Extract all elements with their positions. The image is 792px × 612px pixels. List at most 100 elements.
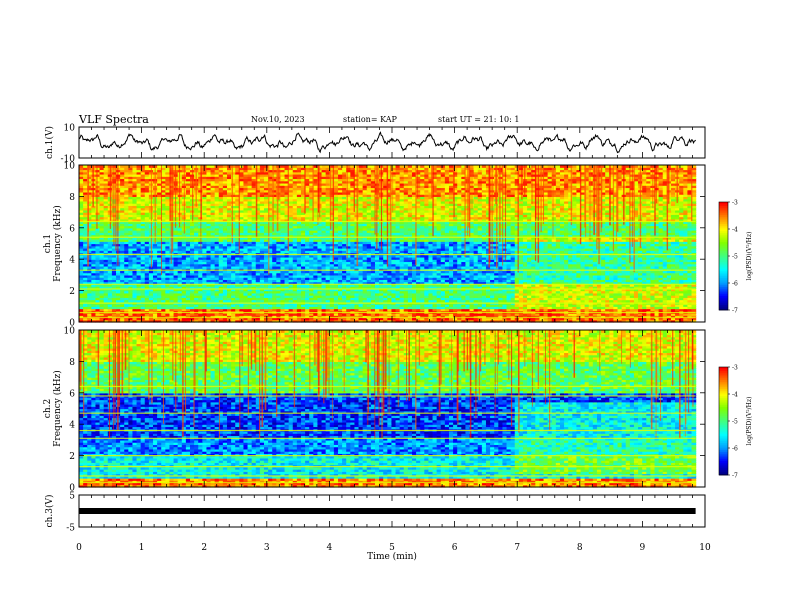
- ch1-spectrogram-cell: [572, 304, 577, 307]
- ch1-spectrogram-cell: [354, 317, 360, 321]
- ch1-spectrogram-cell: [407, 317, 413, 321]
- ch1-spectrogram-cell: [325, 304, 331, 307]
- ch1-spectrogram-cell: [601, 308, 606, 312]
- ch1-spectrogram-cell: [185, 306, 191, 310]
- ch1-spectrogram-cell: [485, 304, 491, 307]
- ch1-spectrogram-cell: [120, 317, 125, 321]
- ch1-spectrogram-cell: [136, 313, 142, 316]
- ch1-spectrogram-cell: [296, 308, 302, 312]
- ch1-spectrogram-cell: [321, 299, 327, 303]
- ch1-spectrogram-cell: [280, 319, 286, 323]
- ch1-spectrogram-cell: [477, 308, 483, 312]
- ch1-spectrogram-cell: [194, 299, 199, 303]
- ch1-spectrogram-cell: [91, 299, 97, 303]
- ch1-spectrogram-cell: [140, 319, 146, 323]
- ch1-spectrogram-cell: [576, 317, 582, 321]
- ch1-spectrogram-cell: [490, 304, 495, 307]
- ch1-spectrogram-cell: [666, 306, 672, 310]
- ch1-spectrogram-cell: [687, 306, 693, 310]
- ch1-spectrogram-cell: [202, 319, 208, 323]
- ch1-spectrogram-cell: [177, 308, 183, 312]
- ch1-spectrogram-cell: [485, 299, 491, 303]
- ch1-spectrogram-cell: [687, 308, 693, 312]
- ch1-spectrogram-cell: [358, 308, 364, 312]
- ch1-spectrogram-cell: [576, 299, 582, 303]
- ch1-spectrogram-cell: [592, 313, 598, 316]
- ch1-spectrogram-cell: [305, 308, 310, 312]
- ch1-spectrogram-cell: [572, 299, 577, 303]
- ch1-spectrogram-cell: [683, 313, 688, 316]
- ch1-spectrogram-cell: [564, 308, 569, 312]
- ch1-spectrogram-cell: [432, 319, 438, 323]
- ch1-spectrogram-cell: [424, 317, 430, 321]
- ch1-spectrogram-cell: [601, 304, 606, 307]
- ch1-spectrogram-cell: [498, 306, 503, 310]
- ch1-spectrogram-cell: [83, 306, 88, 310]
- ch1-spectrogram-cell: [551, 304, 557, 307]
- ch1-spectrogram-cell: [646, 306, 651, 310]
- ch1-spectrogram-cell: [370, 306, 376, 310]
- ch1-spectrogram-cell: [407, 313, 413, 316]
- ch1-spectrogram-cell: [206, 308, 212, 312]
- ch1-spectrogram-cell: [370, 317, 376, 321]
- ch1-spectrogram-cell: [374, 306, 380, 310]
- ch1-spectrogram-cell: [679, 306, 684, 310]
- ch1-spectrogram-cell: [379, 313, 384, 316]
- ch1-spectrogram-cell: [551, 299, 557, 303]
- ch1-spectrogram-cell: [646, 319, 651, 323]
- ch1-spectrogram-cell: [370, 319, 376, 323]
- ch1-spectrogram-cell: [329, 319, 335, 323]
- ch1-spectrogram-cell: [313, 304, 319, 307]
- ch1-waveform-line: [78, 131, 697, 154]
- ch1-spectrogram-cell: [584, 299, 590, 303]
- ch1-spectrogram-cell: [292, 306, 298, 310]
- ch1-spectrogram-cell: [120, 319, 125, 323]
- ch1-spectrogram-cell: [292, 317, 298, 321]
- ch1-spectrogram-cell: [136, 308, 142, 312]
- ch1-spectrogram-cell: [481, 319, 487, 323]
- ch1-spectrogram-cell: [235, 319, 240, 323]
- ch1-spectrogram-cell: [317, 313, 323, 316]
- ch1-spectrogram-cell: [210, 319, 216, 323]
- ch1-spectrogram-cell: [543, 317, 549, 321]
- ch1-spectrogram-cell: [638, 306, 643, 310]
- ch1-spectrogram-cell: [95, 306, 101, 310]
- ch1-spectrogram-cell: [494, 319, 499, 323]
- ch1-spectrogram-cell: [259, 313, 265, 316]
- ch1-spectrogram-cell: [79, 308, 84, 312]
- ch1-spectrogram-cell: [543, 304, 549, 307]
- ch1-spectrogram-cell: [411, 308, 417, 312]
- ch1-spectrogram-cell: [453, 306, 458, 310]
- ch1-spectrogram-cell: [296, 304, 302, 307]
- ch1-spectrogram-cell: [272, 306, 277, 310]
- ch1-spectrogram-cell: [572, 313, 577, 316]
- ch1-spectrogram-cell: [366, 319, 372, 323]
- ch1-spectrogram-cell: [642, 306, 647, 310]
- ch1-spectrogram-cell: [243, 304, 249, 307]
- ch1-spectrogram-cell: [325, 308, 331, 312]
- ch1-spectrogram-cell: [642, 308, 647, 312]
- ch1-spectrogram-cell: [457, 319, 462, 323]
- ch1-spectrogram-cell: [337, 313, 343, 316]
- ch1-spectrogram-cell: [91, 297, 97, 301]
- ch1-spectrogram-cell: [387, 319, 393, 323]
- ch1-spectrogram-cell: [675, 319, 680, 323]
- ch1-spectrogram-cell: [259, 306, 265, 310]
- ch1-spectrogram-cell: [420, 319, 425, 323]
- ch1-spectrogram-cell: [206, 313, 212, 316]
- ch1-spectrogram-cell: [522, 317, 528, 321]
- ch1-spectrogram-cell: [568, 317, 573, 321]
- ch1-spectrogram-cell: [633, 299, 639, 303]
- ch1-spectrogram-cell: [666, 299, 672, 303]
- ch1-spectrogram-cell: [391, 304, 397, 307]
- ch1-spectrogram-cell: [617, 317, 623, 321]
- ch1-spectrogram-cell: [391, 299, 397, 303]
- ch1-spectrogram-cell: [198, 308, 203, 312]
- ch1-spectrogram-cell: [638, 299, 643, 303]
- ch1-spectrogram-cell: [461, 304, 467, 307]
- ch1-spectrogram-cell: [87, 308, 92, 312]
- ch1-spectrogram-cell: [120, 306, 125, 310]
- ch1-spectrogram-cell: [518, 306, 524, 310]
- ch1-spectrogram-cell: [527, 306, 532, 310]
- ch1-spectrogram-cell: [140, 297, 146, 301]
